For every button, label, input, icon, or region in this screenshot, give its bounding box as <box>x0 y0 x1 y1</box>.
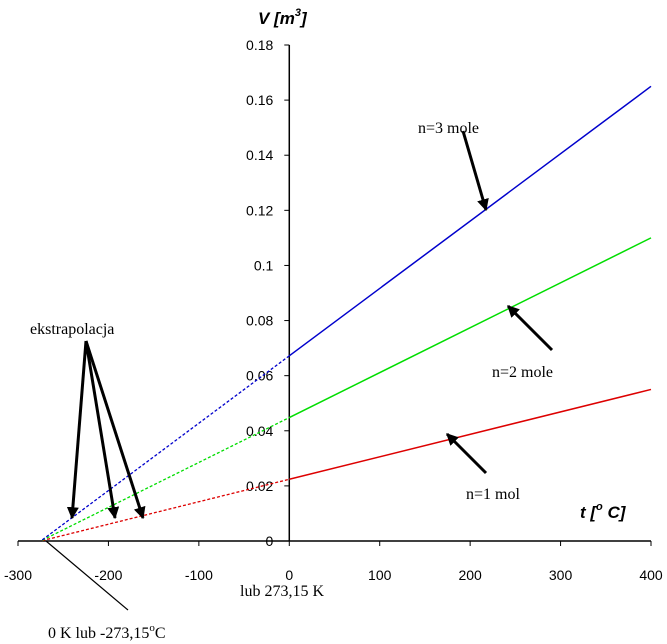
label-n1: n=1 mol <box>466 486 520 503</box>
x-tick-label: 300 <box>549 567 573 583</box>
label-extrapolation: ekstrapolacja <box>30 321 114 338</box>
y-tick-label: 0.1 <box>254 257 274 273</box>
y-tick-label: 0.04 <box>246 423 273 439</box>
y-tick-label: 0.06 <box>246 368 273 384</box>
x-tick-label: -100 <box>185 567 213 583</box>
x-tick-label: 0 <box>285 567 293 583</box>
x-axis-title: t [o C] <box>580 501 627 522</box>
arrow-n2 <box>506 304 554 352</box>
x-tick-label: -200 <box>94 567 122 583</box>
label-n3: n=3 mole <box>418 120 479 137</box>
series-extrapolation-line <box>41 416 290 541</box>
series-line <box>289 388 652 481</box>
arrow-n1 <box>445 432 488 475</box>
y-tick-label: 0.16 <box>246 92 273 108</box>
series-line <box>288 85 652 357</box>
x-tick-label: 100 <box>368 567 392 583</box>
label-n2: n=2 mole <box>492 364 553 381</box>
arrow-extrapolation-2 <box>84 340 120 520</box>
y-tick-label: 0.12 <box>246 202 273 218</box>
label-kelvin: lub 273,15 K <box>240 583 324 600</box>
y-axis-title: V [m3] <box>258 7 308 28</box>
y-tick-label: 0.18 <box>246 37 273 53</box>
y-tick-label: 0.14 <box>246 147 273 163</box>
pointer-absolute-zero <box>45 540 129 611</box>
y-tick-label: 0.08 <box>246 313 273 329</box>
y-tick-label: 0.02 <box>246 478 273 494</box>
arrow-extrapolation-3 <box>84 340 146 520</box>
series-line <box>288 237 652 419</box>
arrow-n3 <box>461 130 489 212</box>
x-tick-label: 400 <box>639 567 663 583</box>
label-absolute-zero: 0 K lub -273,15oC <box>48 622 166 642</box>
x-tick-label: -300 <box>4 567 32 583</box>
series-extrapolation-line <box>41 355 290 541</box>
series-extrapolation-line <box>42 478 290 542</box>
x-tick-label: 200 <box>458 567 482 583</box>
arrow-extrapolation-1 <box>66 340 88 520</box>
y-tick-label: 0 <box>265 533 273 549</box>
